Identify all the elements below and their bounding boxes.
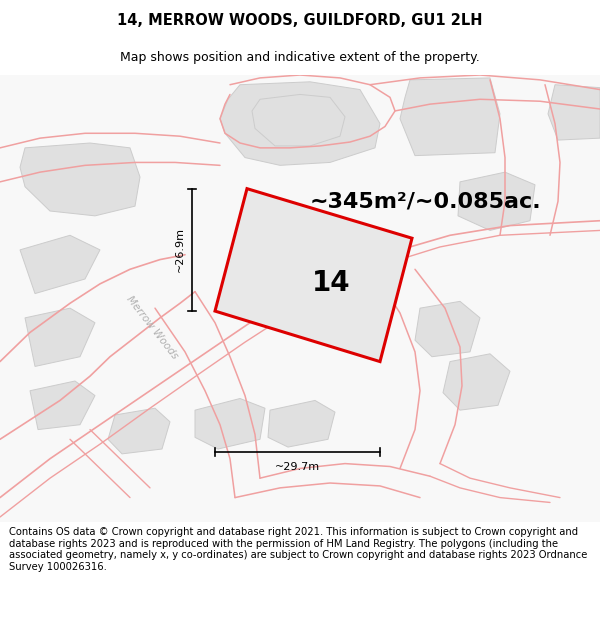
Text: ~345m²/~0.085ac.: ~345m²/~0.085ac. [310, 191, 542, 211]
Text: 14, MERROW WOODS, GUILDFORD, GU1 2LH: 14, MERROW WOODS, GUILDFORD, GU1 2LH [117, 13, 483, 28]
Polygon shape [0, 75, 600, 522]
Polygon shape [268, 401, 335, 447]
Polygon shape [252, 94, 345, 146]
Polygon shape [215, 189, 412, 362]
Polygon shape [20, 235, 100, 294]
Polygon shape [108, 408, 170, 454]
Polygon shape [548, 85, 600, 140]
Polygon shape [20, 143, 140, 216]
Text: ~29.7m: ~29.7m [275, 462, 320, 472]
Polygon shape [400, 78, 500, 156]
Polygon shape [30, 381, 95, 429]
Text: Merrow Woods: Merrow Woods [124, 294, 179, 361]
Polygon shape [415, 301, 480, 357]
Text: 14: 14 [312, 269, 351, 297]
Polygon shape [443, 354, 510, 410]
Polygon shape [25, 308, 95, 366]
Text: ~26.9m: ~26.9m [175, 228, 185, 272]
Polygon shape [195, 399, 265, 449]
Text: Map shows position and indicative extent of the property.: Map shows position and indicative extent… [120, 51, 480, 64]
Text: Contains OS data © Crown copyright and database right 2021. This information is : Contains OS data © Crown copyright and d… [9, 527, 587, 572]
Polygon shape [220, 82, 380, 166]
Polygon shape [458, 172, 535, 231]
